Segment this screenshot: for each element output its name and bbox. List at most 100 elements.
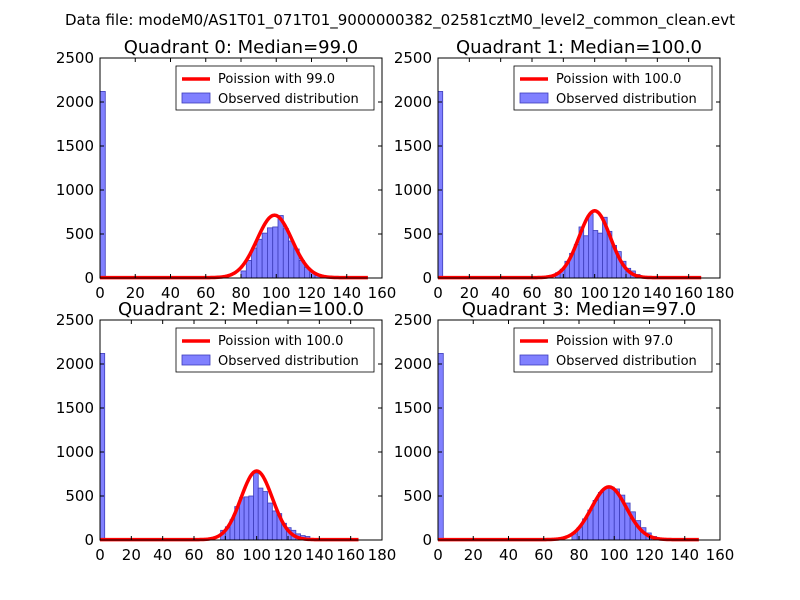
x-tick-label: 0 — [95, 546, 105, 564]
x-tick-label: 80 — [569, 546, 588, 564]
histogram-bar — [248, 495, 254, 541]
legend-label-poisson: Poission with 100.0 — [556, 72, 681, 87]
legend-bar-swatch — [519, 92, 549, 104]
y-tick-label: 0 — [422, 269, 432, 287]
histogram-bar — [588, 213, 594, 279]
x-tick-label: 80 — [231, 284, 250, 302]
histogram-bar — [267, 502, 273, 541]
subplot-quadrant-1: Quadrant 1: Median=100.00 20 40 60 80 100 120 1… — [394, 37, 735, 302]
y-tick-label: 500 — [403, 487, 432, 505]
histogram-bar — [592, 230, 599, 279]
histogram-bar — [603, 487, 610, 541]
legend-label-observed: Observed distribution — [218, 354, 359, 369]
figure-title: Data file: modeM0/AS1T01_071T01_90000003… — [65, 11, 735, 30]
x-tick-label: 40 — [161, 284, 180, 302]
histogram-bar — [282, 228, 289, 279]
histogram-bar — [608, 486, 615, 541]
y-tick-label: 1500 — [394, 137, 432, 155]
histogram-bar — [253, 472, 259, 541]
y-tick-label: 1500 — [56, 137, 94, 155]
legend: Poission with 97.0 Observed distribution — [513, 327, 713, 373]
legend-label-observed: Observed distribution — [556, 92, 697, 107]
histogram-bar — [99, 353, 106, 541]
x-tick-label: 0 — [95, 284, 105, 302]
x-tick-label: 0 — [433, 546, 443, 564]
x-tick-label: 40 — [491, 284, 510, 302]
x-tick-label: 120 — [274, 546, 303, 564]
histogram-bar — [597, 232, 603, 279]
x-tick-label: 120 — [297, 284, 326, 302]
legend: Poission with 100.0 Observed distribution — [513, 65, 713, 111]
x-tick-label: 120 — [612, 284, 641, 302]
x-tick-label: 80 — [554, 284, 573, 302]
legend: Poission with 100.0 Observed distribution — [175, 327, 375, 373]
histogram-bar — [288, 240, 295, 279]
poisson-curve — [438, 485, 699, 542]
x-tick-label: 140 — [670, 546, 699, 564]
y-tick-label: 0 — [422, 531, 432, 549]
x-tick-label: 60 — [196, 284, 215, 302]
histogram-bar — [437, 91, 444, 279]
x-tick-label: 60 — [522, 284, 541, 302]
x-tick-label: 60 — [184, 546, 203, 564]
histogram-bar — [272, 226, 279, 279]
x-tick-label: 0 — [433, 284, 443, 302]
y-tick-label: 500 — [65, 225, 94, 243]
legend-label-poisson: Poission with 97.0 — [556, 334, 673, 349]
histogram-bar — [245, 259, 252, 279]
y-tick-label: 0 — [84, 269, 94, 287]
y-tick-label: 2000 — [394, 93, 432, 111]
subplot-title: Quadrant 0: Median=99.0 — [124, 37, 359, 58]
subplot-title: Quadrant 3: Median=97.0 — [462, 299, 697, 320]
subplot-quadrant-0: Quadrant 0: Median=99.0 0 20 40 60 80 100 120 14… — [56, 37, 397, 302]
x-tick-label: 160 — [336, 546, 365, 564]
x-tick-label: 60 — [534, 546, 553, 564]
axes-frame — [99, 319, 383, 541]
x-tick-label: 140 — [305, 546, 334, 564]
x-tick-label: 120 — [635, 546, 664, 564]
x-tick-label: 160 — [706, 546, 735, 564]
axes-frame — [437, 57, 721, 279]
histogram-bar — [240, 270, 247, 279]
histogram-bar — [257, 487, 264, 541]
x-tick-label: 80 — [216, 546, 235, 564]
legend: Poission with 99.0 Observed distribution — [175, 65, 375, 111]
subplot-grid: Quadrant 0: Median=99.00 20 40 60 80 100 120 14… — [56, 37, 735, 564]
x-tick-label: 100 — [242, 546, 271, 564]
y-tick-label: 0 — [84, 531, 94, 549]
y-tick-label: 2000 — [56, 93, 94, 111]
y-tick-label: 2500 — [56, 49, 94, 67]
x-tick-label: 160 — [368, 284, 397, 302]
histogram-bar — [437, 353, 444, 541]
histogram-bar — [256, 238, 263, 279]
subplot-title: Quadrant 2: Median=100.0 — [118, 299, 364, 320]
legend-label-poisson: Poission with 100.0 — [218, 334, 343, 349]
y-tick-label: 2500 — [394, 49, 432, 67]
y-tick-label: 1000 — [394, 181, 432, 199]
y-tick-label: 2500 — [56, 311, 94, 329]
histogram-bar — [261, 232, 268, 279]
x-tick-label: 100 — [580, 284, 609, 302]
histogram-bar — [243, 496, 250, 541]
y-tick-label: 500 — [65, 487, 94, 505]
histogram-bar — [583, 235, 589, 279]
y-tick-label: 1000 — [56, 181, 94, 199]
x-tick-label: 140 — [643, 284, 672, 302]
x-tick-label: 180 — [368, 546, 397, 564]
y-tick-label: 1500 — [394, 399, 432, 417]
y-tick-label: 2500 — [394, 311, 432, 329]
x-tick-label: 20 — [126, 284, 145, 302]
subplot-quadrant-3: Quadrant 3: Median=97.0 0 20 40 60 80 100 120 14… — [394, 299, 735, 564]
legend-label-observed: Observed distribution — [556, 354, 697, 369]
x-tick-label: 20 — [122, 546, 141, 564]
histogram-bar — [271, 510, 278, 541]
legend-label-poisson: Poission with 99.0 — [218, 72, 335, 87]
legend-bar-swatch — [181, 92, 211, 104]
legend-label-observed: Observed distribution — [218, 92, 359, 107]
y-tick-label: 1000 — [56, 443, 94, 461]
y-tick-label: 1000 — [394, 443, 432, 461]
x-tick-label: 20 — [464, 546, 483, 564]
histogram-bar — [99, 91, 106, 279]
legend-bar-swatch — [181, 354, 211, 366]
